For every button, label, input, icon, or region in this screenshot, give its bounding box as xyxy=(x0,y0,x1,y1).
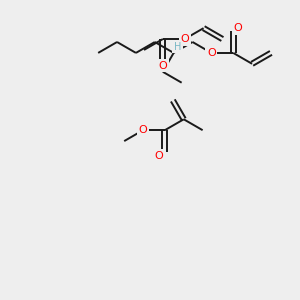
Text: O: O xyxy=(154,151,163,161)
Text: H: H xyxy=(174,42,181,52)
Text: O: O xyxy=(207,48,216,58)
Text: O: O xyxy=(180,34,189,44)
Text: O: O xyxy=(234,23,243,33)
Text: O: O xyxy=(139,125,147,135)
Text: O: O xyxy=(158,61,167,71)
